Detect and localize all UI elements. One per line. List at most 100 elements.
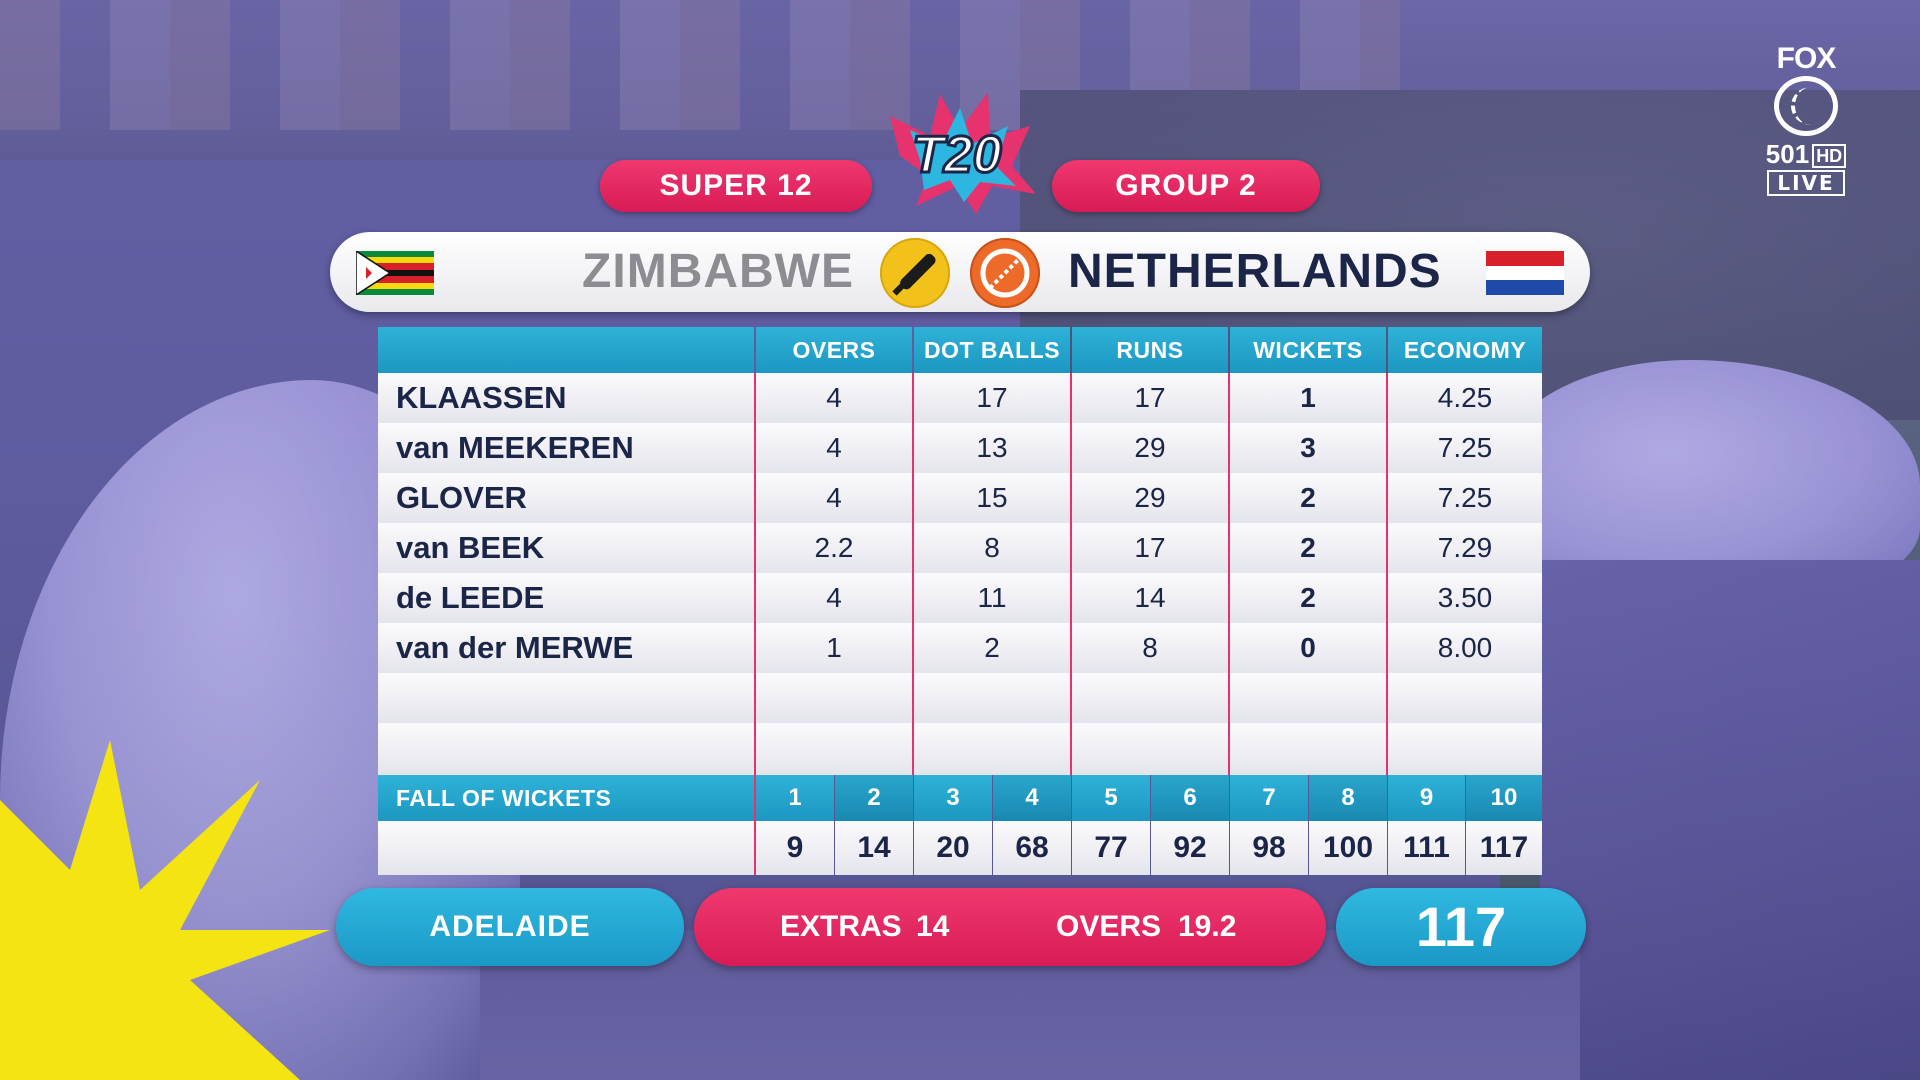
wicket-number: 3 (914, 775, 992, 821)
bowler-name: GLOVER (378, 473, 754, 523)
wickets-value: 3 (1230, 423, 1386, 473)
dot-balls-value: 15 (914, 473, 1070, 523)
table-row: GLOVER 4 15 29 2 7.25 (378, 473, 1542, 523)
overs-value: 4 (756, 423, 912, 473)
extras-value: 14 (916, 910, 950, 943)
runs-value: 14 (1072, 573, 1228, 623)
table-header-row: OVERS DOT BALLS RUNS WICKETS ECONOMY (378, 327, 1542, 373)
table-row: de LEEDE 4 11 14 2 3.50 (378, 573, 1542, 623)
runs-value: 17 (1072, 373, 1228, 423)
column-divider (912, 373, 914, 775)
live-badge: LIVE (1767, 170, 1845, 197)
wicket-score: 9 (756, 821, 834, 875)
teams-bar: ZIMBABWE NETHERLANDS (330, 232, 1590, 312)
column-divider (1228, 373, 1230, 775)
runs-value: 29 (1072, 473, 1228, 523)
fox-wordmark: FOX (1776, 42, 1837, 75)
empty-cell (914, 673, 1070, 723)
extras-overs-pill: EXTRAS 14 OVERS 19.2 (694, 888, 1326, 966)
channel-label: 501 (1765, 139, 1810, 169)
table-row: van MEEKEREN 4 13 29 3 7.25 (378, 423, 1542, 473)
header-overs: OVERS (756, 327, 912, 373)
empty-table-row (378, 673, 1542, 723)
wicket-score: 100 (1309, 821, 1387, 875)
overs-value: 19.2 (1178, 910, 1237, 943)
netherlands-flag-icon (1486, 251, 1564, 295)
extras-label: EXTRAS (780, 910, 902, 943)
empty-cell (1072, 723, 1228, 775)
wicket-score: 111 (1388, 821, 1465, 875)
empty-cell (1230, 723, 1386, 775)
wicket-score: 68 (993, 821, 1071, 875)
venue-pill: ADELAIDE (336, 888, 684, 966)
zimbabwe-flag-icon (356, 251, 434, 295)
dot-balls-value: 17 (914, 373, 1070, 423)
header-name-cell (378, 327, 754, 373)
channel-number: 501 HD (1762, 140, 1850, 170)
overs-value: 4 (756, 473, 912, 523)
wicket-number: 4 (993, 775, 1071, 821)
empty-cell (378, 821, 754, 875)
bat-icon (880, 238, 950, 308)
group-pill: GROUP 2 (1052, 160, 1320, 212)
empty-cell (1388, 673, 1542, 723)
overs-value: 4 (756, 373, 912, 423)
economy-value: 7.29 (1388, 523, 1542, 573)
runs-value: 29 (1072, 423, 1228, 473)
column-divider (1070, 373, 1072, 775)
fall-of-wickets-header: FALL OF WICKETS 1 2 3 4 5 6 7 8 9 10 (378, 775, 1542, 821)
yellow-burst-graphic (0, 740, 330, 1080)
wicket-number: 2 (835, 775, 913, 821)
dot-balls-value: 11 (914, 573, 1070, 623)
overs-label: OVERS (1056, 910, 1162, 943)
economy-value: 7.25 (1388, 473, 1542, 523)
ball-icon (970, 238, 1040, 308)
t20-logo-text: T20 (912, 126, 1002, 184)
empty-cell (756, 673, 912, 723)
economy-value: 4.25 (1388, 373, 1542, 423)
wickets-value: 2 (1230, 523, 1386, 573)
ball-icon-glyph (980, 248, 1030, 298)
wicket-score: 98 (1230, 821, 1308, 875)
economy-value: 7.25 (1388, 423, 1542, 473)
wicket-score: 20 (914, 821, 992, 875)
wicket-score: 92 (1151, 821, 1229, 875)
runs-value: 8 (1072, 623, 1228, 673)
empty-cell (378, 723, 754, 775)
empty-cell (1230, 673, 1386, 723)
empty-table-row (378, 723, 1542, 775)
column-divider (754, 775, 756, 875)
table-row: KLAASSEN 4 17 17 1 4.25 (378, 373, 1542, 423)
wickets-value: 2 (1230, 473, 1386, 523)
wicket-number: 6 (1151, 775, 1229, 821)
header-dot-balls: DOT BALLS (914, 327, 1070, 373)
wicket-number: 7 (1230, 775, 1308, 821)
wicket-number: 1 (756, 775, 834, 821)
bowler-name: van MEEKEREN (378, 423, 754, 473)
wickets-value: 0 (1230, 623, 1386, 673)
total-score-pill: 117 (1336, 888, 1586, 966)
hd-badge: HD (1812, 144, 1847, 169)
wicket-score: 14 (835, 821, 913, 875)
table-row: van BEEK 2.2 8 17 2 7.29 (378, 523, 1542, 573)
column-divider (1386, 373, 1388, 775)
bowler-name: de LEEDE (378, 573, 754, 623)
empty-cell (1388, 723, 1542, 775)
wickets-value: 2 (1230, 573, 1386, 623)
bowler-name: KLAASSEN (378, 373, 754, 423)
fall-of-wickets-label: FALL OF WICKETS (378, 775, 754, 821)
dot-balls-value: 8 (914, 523, 1070, 573)
overs-value: 2.2 (756, 523, 912, 573)
header-wickets: WICKETS (1230, 327, 1386, 373)
wickets-value: 1 (1230, 373, 1386, 423)
batting-team-name: ZIMBABWE (582, 245, 854, 298)
empty-cell (378, 673, 754, 723)
wicket-number: 8 (1309, 775, 1387, 821)
table-row: van der MERWE 1 2 8 0 8.00 (378, 623, 1542, 673)
bowler-name: van BEEK (378, 523, 754, 573)
economy-value: 3.50 (1388, 573, 1542, 623)
empty-cell (756, 723, 912, 775)
column-divider (754, 373, 756, 775)
wicket-score: 117 (1466, 821, 1542, 875)
header-runs: RUNS (1072, 327, 1228, 373)
